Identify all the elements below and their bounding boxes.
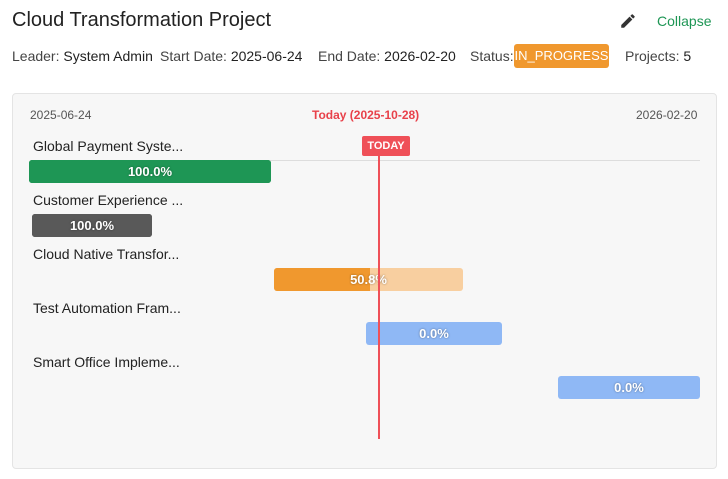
meta-label: Leader: <box>12 48 60 64</box>
status-badge: IN_PROGRESS <box>514 44 609 68</box>
progress-fill <box>32 214 152 237</box>
project-bar[interactable]: 100.0% <box>29 160 271 183</box>
progress-fill <box>274 268 370 291</box>
progress-label: 100.0% <box>127 164 173 179</box>
project-name: Cloud Native Transfor... <box>33 246 180 262</box>
today-line <box>378 150 380 439</box>
progress-label: 100.0% <box>69 218 115 233</box>
project-name: Test Automation Fram... <box>33 300 181 316</box>
meta-projects: Projects: 5 <box>625 48 691 64</box>
project-name: Customer Experience ... <box>33 192 184 208</box>
project-bar[interactable]: 0.0% <box>366 322 502 345</box>
progress-label: 0.0% <box>419 326 449 341</box>
edit-button[interactable] <box>619 12 637 30</box>
meta-end: End Date: 2026-02-20 <box>318 48 456 64</box>
title: Cloud Transformation Project <box>12 9 272 31</box>
project-name: Global Payment Syste... <box>33 138 184 154</box>
progress-label: 0.0% <box>614 380 644 395</box>
meta-label: Projects: <box>625 48 680 64</box>
today-badge: TODAY <box>362 136 410 156</box>
meta-value: 5 <box>683 48 692 64</box>
progress-fill <box>29 160 271 183</box>
end-date: 2026-02-20 <box>636 108 698 122</box>
meta-leader: Leader: System Admin <box>12 48 153 64</box>
project-name: Smart Office Impleme... <box>33 354 180 370</box>
project-bar[interactable]: 0.0% <box>558 376 700 399</box>
meta-value: 2025-06-24 <box>230 48 303 64</box>
project-bar[interactable]: 50.8% <box>274 268 463 291</box>
collapse-button[interactable]: Collapse <box>657 13 712 29</box>
meta-value: 2026-02-20 <box>384 48 456 64</box>
today-label: Today (2025-10-28) <box>312 108 420 122</box>
progress-label: 50.8% <box>350 272 387 287</box>
meta-value: System Admin <box>63 48 153 64</box>
meta-label: Start Date: <box>160 48 227 64</box>
row-separator <box>270 160 700 161</box>
project-bar[interactable]: 100.0% <box>32 214 152 237</box>
start-date: 2025-06-24 <box>30 108 92 122</box>
meta-status-label: Status: <box>470 48 514 64</box>
meta-start: Start Date: 2025-06-24 <box>160 48 302 64</box>
meta-label: End Date: <box>318 48 381 64</box>
